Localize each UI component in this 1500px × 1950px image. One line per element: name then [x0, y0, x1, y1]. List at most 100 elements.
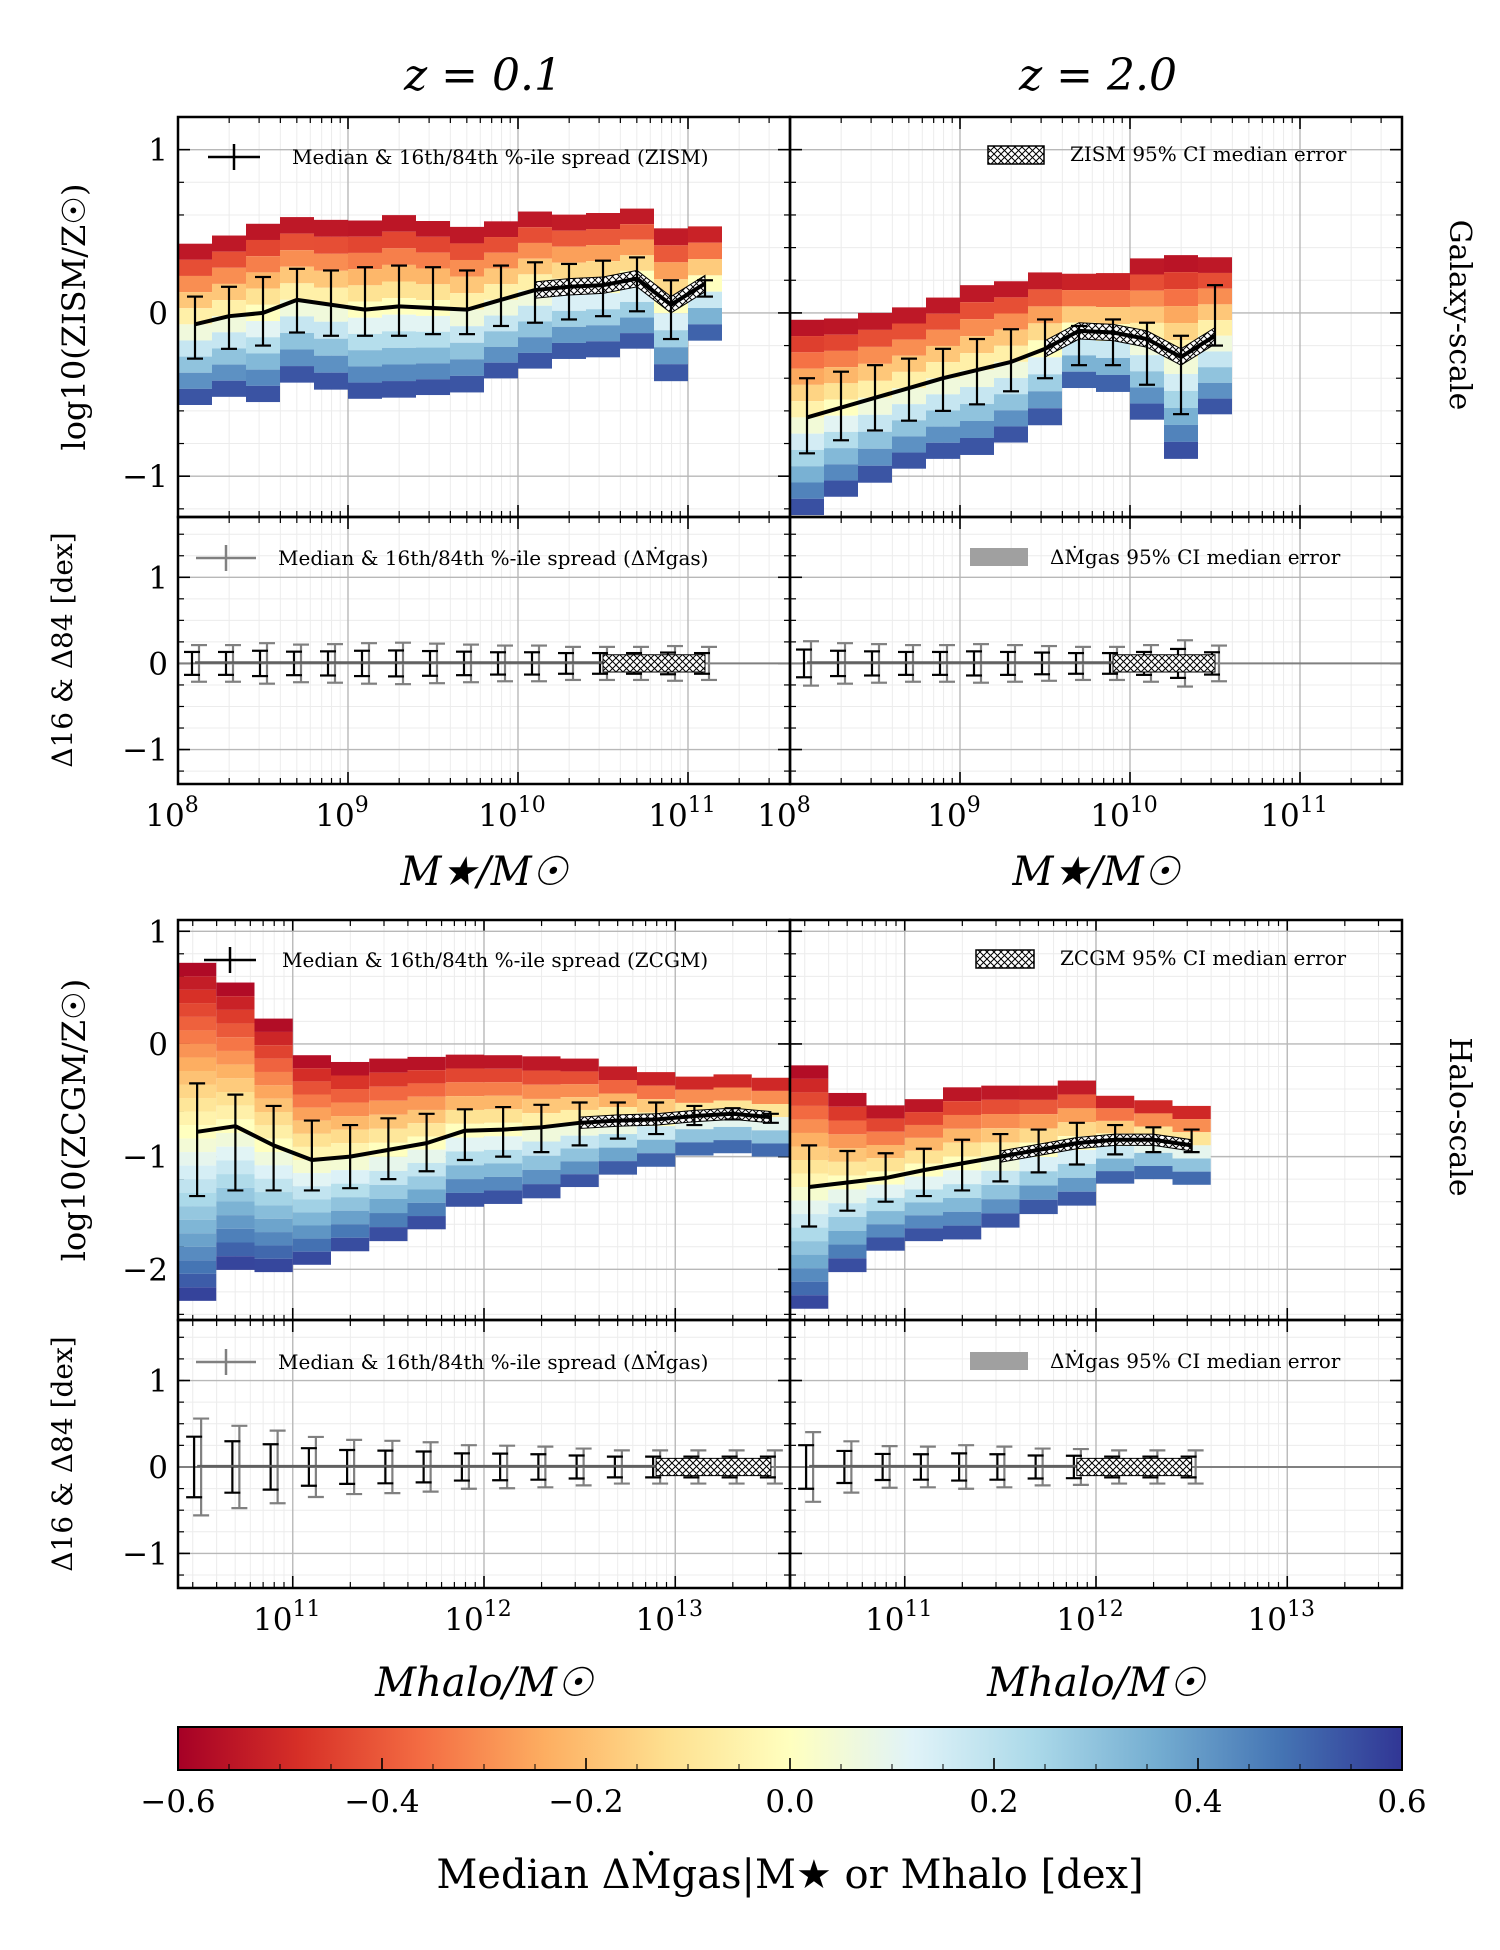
heatmap-cell [1062, 306, 1096, 323]
heatmap-cell [1062, 290, 1096, 307]
ytick-label: 0 [148, 296, 168, 332]
panel-galaxy-z01-delta-grid: −1 0 1 108 109 1010 1011 [122, 517, 790, 834]
heatmap-cell [824, 448, 858, 465]
heatmap-cell [1096, 1158, 1135, 1172]
heatmap-cell [654, 245, 688, 263]
heatmap-cell [484, 362, 518, 379]
heatmap-cell [178, 962, 217, 977]
heatmap-cell [445, 1068, 484, 1083]
heatmap-cell [292, 1212, 331, 1226]
heatmap-cell [484, 1055, 523, 1069]
heatmap-cell [598, 1066, 637, 1080]
colorbar-tick-label: −0.4 [344, 1784, 419, 1820]
heatmap-cell [348, 333, 382, 351]
heatmap-cell [178, 1233, 217, 1247]
heatmap-cell [1134, 1100, 1173, 1114]
heatmap-cell [713, 1074, 752, 1088]
heatmap-cell [675, 1129, 714, 1143]
xlabel-halo-z2: Mhalo/M☉ [986, 1660, 1207, 1706]
heatmap-cell [560, 1174, 599, 1188]
heatmap-cell [713, 1140, 752, 1154]
heatmap-cell [560, 1071, 599, 1085]
xtick-label: 1011 [253, 1597, 320, 1638]
heatmap-cell [1096, 357, 1130, 375]
heatmap-cell [314, 236, 348, 254]
heatmap-cell [348, 252, 382, 270]
heatmap-cell [751, 1143, 790, 1157]
heatmap-cell [1057, 1163, 1096, 1178]
heatmap-cell [560, 1148, 599, 1162]
heatmap-cell [407, 1056, 446, 1071]
heatmap-cell [292, 1055, 331, 1069]
heatmap-cell [331, 1075, 370, 1090]
xtick-label: 108 [145, 793, 198, 834]
heatmap-cell [1164, 255, 1198, 273]
heatmap-cell [994, 297, 1028, 314]
heatmap-cell [216, 1215, 255, 1229]
ci-hatched-band [602, 654, 706, 673]
heatmap-cell [178, 1260, 217, 1274]
heatmap-cell [926, 297, 960, 314]
heatmap-cell [866, 1211, 905, 1225]
heatmap-cell [178, 1273, 217, 1288]
heatmap-cell [254, 1258, 293, 1273]
heatmap-cell [1096, 374, 1130, 392]
heatmap-cell [382, 215, 416, 232]
heatmap-cell [943, 1101, 982, 1115]
heatmap-cell [216, 1037, 255, 1051]
heatmap-cell [586, 325, 620, 342]
frame-galaxy-z2-delta [788, 515, 1404, 786]
heatmap-cell [824, 350, 858, 368]
heatmap-cell [348, 236, 382, 253]
heatmap-cell [1028, 408, 1062, 426]
ytick-label: −1 [122, 1140, 168, 1176]
heatmap-cell [654, 347, 688, 365]
heatmap-cell [314, 253, 348, 271]
heatmap-cell [416, 236, 450, 253]
heatmap-cell [292, 1186, 331, 1200]
heatmap-cell [824, 318, 858, 335]
heatmap-cell [348, 382, 382, 399]
heatmap-cell [254, 1018, 293, 1032]
heatmap-cell [981, 1114, 1020, 1129]
heatmap-cell [790, 1078, 829, 1093]
heatmap-cell [1096, 1171, 1135, 1184]
heatmap-cell [1164, 306, 1198, 324]
colorbar-ticks: −0.6 −0.4 −0.2 0.0 0.2 0.4 0.6 [140, 1758, 1427, 1820]
heatmap-cell [484, 252, 518, 269]
heatmap-cell [445, 1179, 484, 1193]
heatmap-cell [858, 465, 892, 483]
heatmap-cell [1164, 272, 1198, 290]
heatmap-cell [331, 1210, 370, 1225]
heatmap-cell [926, 313, 960, 330]
heatmap-cell [348, 220, 382, 237]
heatmap-cell [790, 1119, 829, 1133]
heatmap-cell [654, 228, 688, 246]
colorbar-tick-label: −0.2 [548, 1784, 623, 1820]
heatmap-cell [926, 329, 960, 346]
heatmap-cell [331, 1237, 370, 1252]
heatmap-cell [790, 1227, 829, 1242]
heatmap-cell [246, 353, 280, 370]
heatmap-cell [824, 464, 858, 481]
ytick-label: 0 [148, 646, 168, 682]
heatmap-cell [943, 1225, 982, 1240]
heatmap-cell [518, 227, 552, 243]
heatmap-cell [960, 302, 994, 320]
heatmap-cell [1019, 1114, 1058, 1129]
heatmap-cell [751, 1077, 790, 1091]
heatmap-cell [518, 352, 552, 369]
xlabel-halo-z01: Mhalo/M☉ [374, 1660, 595, 1706]
heatmap-cell [178, 1003, 217, 1017]
heatmap-cell [790, 319, 824, 337]
heatmap-cell [212, 251, 246, 268]
heatmap-cell [828, 1258, 867, 1273]
heatmap-cell [637, 1072, 676, 1086]
heatmap-cell [1019, 1199, 1058, 1215]
heatmap-cell [178, 1030, 217, 1044]
heatmap-cell [246, 369, 280, 386]
heatmap-cell [790, 336, 824, 353]
heatmap-cell [331, 1089, 370, 1103]
ci-hatched-band [655, 1457, 772, 1477]
heatmap-cell [484, 1176, 523, 1191]
